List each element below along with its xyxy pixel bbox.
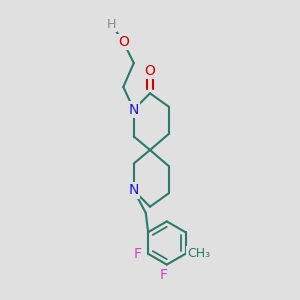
Text: F: F — [134, 247, 142, 261]
Text: F: F — [160, 268, 168, 282]
Text: CH₃: CH₃ — [188, 247, 211, 260]
Text: N: N — [129, 103, 139, 116]
Text: O: O — [118, 35, 129, 49]
Text: H: H — [106, 17, 116, 31]
Text: N: N — [129, 184, 139, 197]
Text: O: O — [145, 64, 155, 78]
